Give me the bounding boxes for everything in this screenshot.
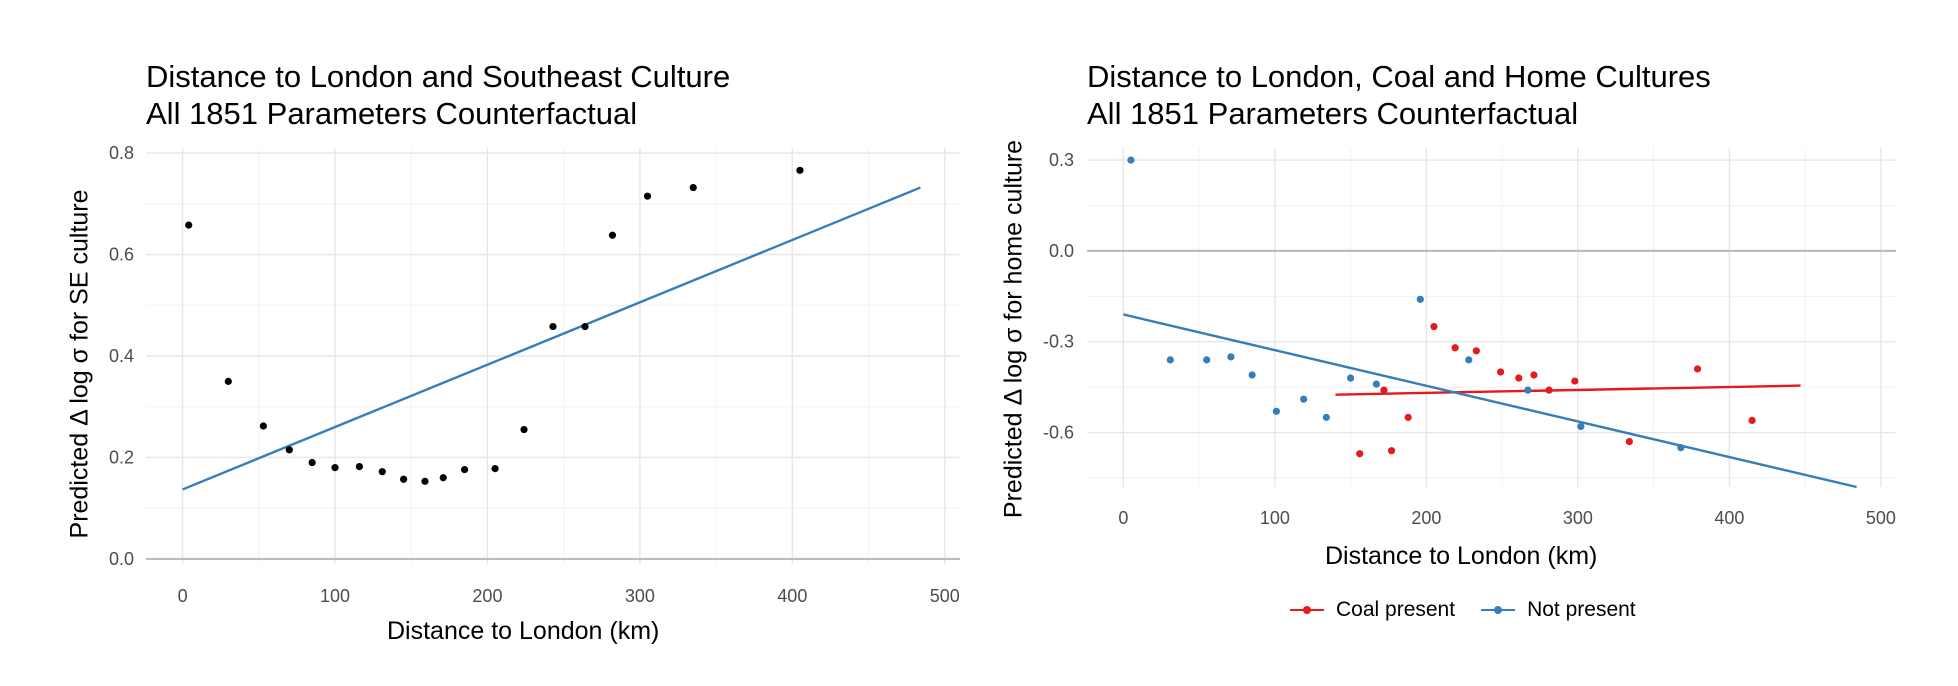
right-data-point-not-present [1416, 295, 1424, 303]
right-data-point-coal [1693, 365, 1702, 373]
left-x-tick-label: 500 [930, 586, 960, 606]
right-chart-title-line2: All 1851 Parameters Counterfactual [1087, 96, 1579, 131]
left-data-point [689, 183, 697, 192]
right-data-point-coal [1404, 413, 1412, 421]
right-x-tick-label: 100 [1260, 508, 1290, 528]
right-data-point-coal [1496, 368, 1505, 376]
right-fit-line-coal [1335, 384, 1801, 396]
right-data-point-not-present [1272, 407, 1280, 415]
legend-key-coal [1290, 604, 1324, 616]
right-data-point-coal [1625, 437, 1633, 446]
left-y-tick-label: 0.8 [109, 143, 134, 163]
legend-dot-not-present [1494, 606, 1503, 614]
left-data-point [259, 422, 267, 430]
right-data-point-not-present [1166, 356, 1174, 364]
left-data-point [643, 192, 652, 200]
legend: Coal present Not present [1290, 598, 1636, 622]
left-y-tick-label: 0.6 [109, 245, 134, 265]
left-x-tick-label: 200 [472, 586, 502, 606]
right-data-point-coal [1430, 322, 1438, 331]
left-data-point [185, 221, 193, 229]
legend-key-not-present [1481, 604, 1516, 616]
left-data-point [520, 425, 528, 434]
left-y-tick-label: 0.2 [109, 447, 134, 467]
right-data-point-not-present [1203, 356, 1211, 364]
left-y-tick-label: 0.4 [109, 346, 134, 366]
right-data-point-not-present [1322, 413, 1330, 421]
right-data-point-coal [1387, 447, 1396, 455]
right-data-point-coal [1380, 386, 1388, 394]
right-data-point-coal [1748, 416, 1756, 425]
left-x-tick-label: 300 [625, 586, 655, 606]
right-chart-title-line1: Distance to London, Coal and Home Cultur… [1087, 59, 1711, 94]
left-x-tick-label: 0 [178, 586, 188, 606]
right-data-point-not-present [1347, 374, 1355, 382]
right-x-axis-title: Distance to London (km) [1325, 542, 1598, 570]
right-y-tick-label: -0.3 [1043, 332, 1074, 352]
left-x-axis-title: Distance to London (km) [387, 617, 660, 645]
right-data-point-coal [1356, 450, 1364, 458]
left-data-point [285, 446, 293, 454]
left-chart-title-line2: All 1851 Parameters Counterfactual [146, 96, 638, 131]
right-x-tick-label: 200 [1411, 508, 1441, 528]
left-data-point [421, 477, 429, 485]
right-data-point-coal [1451, 344, 1459, 352]
legend-label-coal: Coal present [1336, 598, 1456, 621]
right-data-point-coal [1515, 374, 1523, 382]
right-x-tick-label: 500 [1866, 508, 1896, 528]
right-data-point-coal [1545, 386, 1553, 394]
left-data-point [308, 458, 316, 467]
right-data-point-not-present [1677, 444, 1685, 452]
legend-dot-coal [1303, 606, 1311, 614]
left-fit-line [182, 186, 921, 491]
left-data-point [491, 465, 499, 473]
right-data-point-not-present [1127, 156, 1135, 164]
left-x-tick-label: 400 [777, 586, 807, 606]
left-data-point [581, 322, 589, 331]
right-y-tick-label: 0.0 [1049, 241, 1074, 261]
right-data-point-coal [1571, 377, 1579, 385]
legend-item-coal: Coal present [1290, 598, 1455, 622]
right-data-point-not-present [1227, 353, 1235, 361]
right-x-tick-label: 300 [1563, 508, 1593, 528]
legend-label-not-present: Not present [1527, 598, 1636, 621]
right-data-point-not-present [1248, 371, 1256, 379]
right-y-tick-label: -0.6 [1043, 423, 1074, 443]
right-data-point-not-present [1577, 422, 1585, 431]
left-data-point [224, 377, 232, 385]
left-y-tick-label: 0.0 [109, 549, 134, 569]
left-data-point [608, 231, 617, 239]
right-x-tick-label: 0 [1118, 508, 1128, 528]
right-data-point-not-present [1524, 386, 1532, 394]
left-data-point [355, 462, 364, 471]
right-fit-line-not-present [1123, 313, 1857, 489]
left-data-point [400, 475, 408, 483]
right-y-tick-label: 0.3 [1049, 150, 1074, 170]
left-data-point [796, 166, 804, 174]
right-data-point-not-present [1300, 395, 1308, 403]
left-data-point [439, 474, 447, 482]
left-data-point [378, 468, 386, 476]
legend-item-not-present: Not present [1481, 598, 1636, 622]
right-data-point-not-present [1465, 356, 1473, 364]
left-x-tick-label: 100 [320, 586, 350, 606]
left-data-point [460, 466, 469, 474]
right-x-tick-label: 400 [1714, 508, 1744, 528]
left-chart-title-line1: Distance to London and Southeast Culture [146, 59, 731, 94]
left-data-point [549, 322, 557, 331]
left-data-point [331, 464, 339, 472]
right-data-point-coal [1472, 347, 1480, 355]
right-data-point-not-present [1372, 380, 1380, 388]
right-data-point-coal [1530, 371, 1538, 379]
